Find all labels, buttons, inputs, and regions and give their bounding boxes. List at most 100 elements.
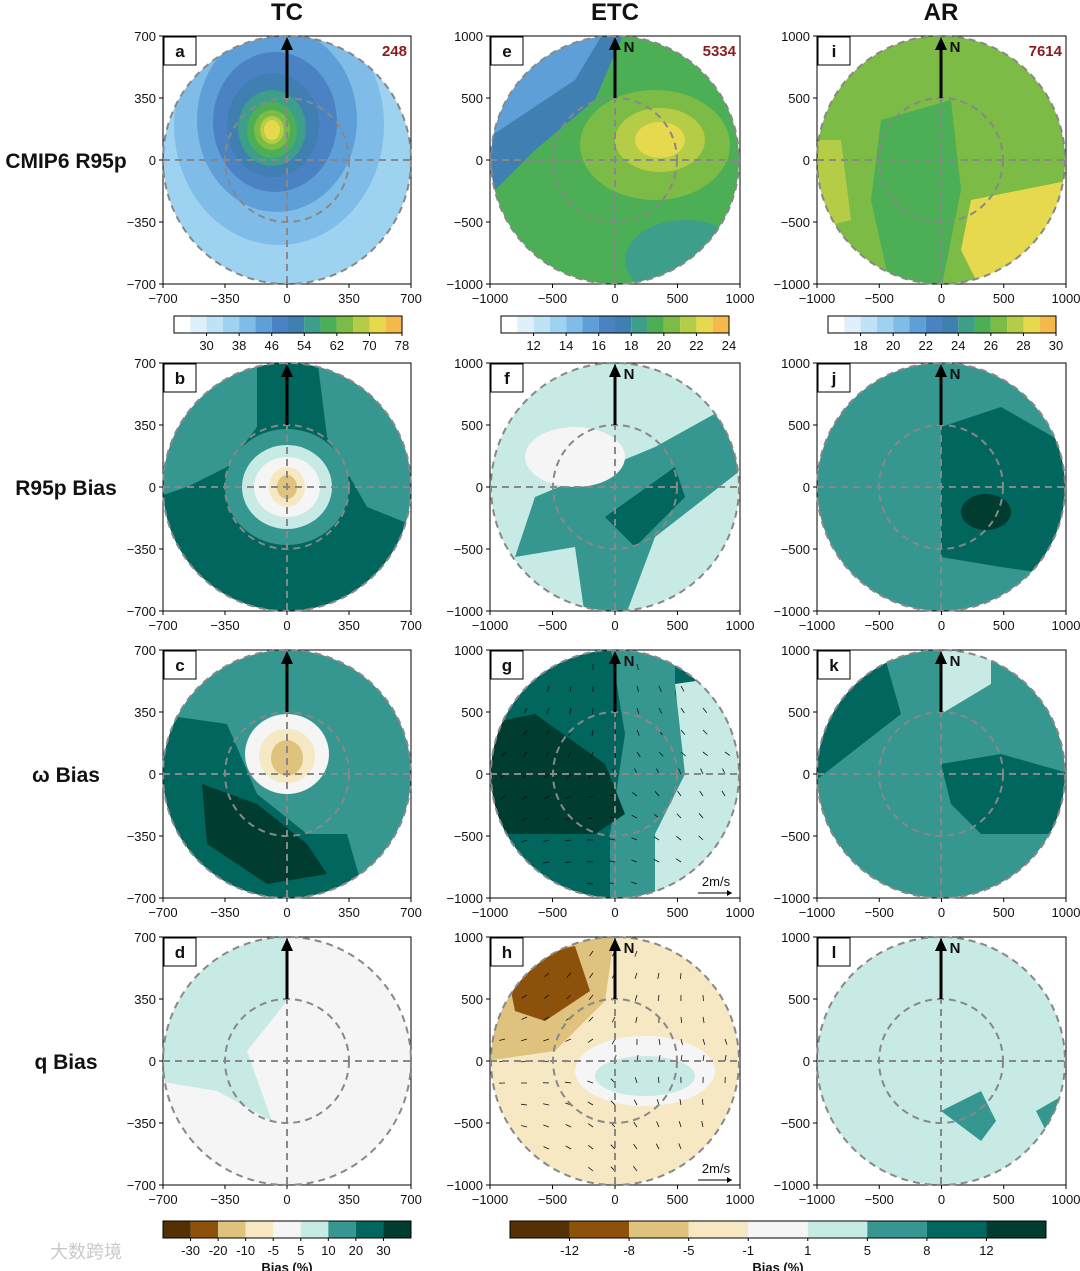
wind-vector — [609, 838, 616, 841]
wind-vector — [678, 768, 682, 775]
wind-vector — [699, 790, 704, 797]
panel-label-box — [490, 363, 524, 393]
north-label: N — [624, 653, 635, 670]
wind-vector — [678, 1143, 682, 1150]
colorbar-tick-label: 30 — [199, 338, 213, 353]
colorbar-tick-label: 10 — [321, 1243, 335, 1258]
x-tick-label: 0 — [938, 1192, 945, 1207]
wind-vector — [543, 1038, 550, 1042]
wind-vector — [680, 729, 686, 735]
wind-vector — [634, 972, 638, 979]
colorbar-tick-label: 28 — [1016, 338, 1030, 353]
y-tick-label: −500 — [454, 829, 483, 844]
wind-vector — [636, 729, 640, 736]
y-tick-label: 1000 — [454, 930, 483, 945]
colorbar-tick-label: 46 — [264, 338, 278, 353]
panel-a: a 248 −700 −350 0 350 700 700 350 0 −350 −700 — [127, 29, 422, 306]
wind-vector — [702, 1055, 705, 1062]
y-tick-label: 500 — [461, 418, 483, 433]
wind-vector — [544, 773, 550, 779]
x-tick-label: 0 — [611, 905, 618, 920]
y-tick-label: 0 — [803, 153, 810, 168]
colorbar-tick-label: 62 — [330, 338, 344, 353]
colorbar-swatch — [909, 316, 926, 333]
y-tick-label: 350 — [134, 418, 156, 433]
north-arrow-head — [281, 938, 293, 951]
colorbar-swatch — [320, 316, 337, 333]
y-tick-label: 350 — [134, 705, 156, 720]
colorbar-swatch — [206, 316, 223, 333]
wind-vector — [611, 1016, 616, 1023]
colorbar-swatch — [1039, 316, 1056, 333]
column-title-etc: ETC — [591, 0, 639, 26]
colorbar-frame — [509, 1220, 1047, 1239]
colorbar-swatch — [942, 316, 959, 333]
colorbar-tick-label: 8 — [923, 1243, 930, 1258]
y-tick-label: −500 — [454, 1116, 483, 1131]
north-arrow-head — [935, 37, 947, 50]
north-label: N — [624, 366, 635, 383]
x-tick-label: 700 — [400, 291, 422, 306]
colorbar-tick-label: 22 — [689, 338, 703, 353]
wind-vector — [677, 790, 682, 797]
colorbar-tick-label: 26 — [984, 338, 998, 353]
y-tick-label: −350 — [127, 215, 156, 230]
x-tick-label: −1000 — [799, 291, 836, 306]
colorbar-tick-label: 12 — [526, 338, 540, 353]
y-tick-label: −500 — [781, 542, 810, 557]
north-arrow-head — [609, 364, 621, 377]
wind-vector — [635, 1016, 638, 1023]
colorbar-swatch — [174, 316, 191, 333]
wind-vector — [653, 858, 660, 863]
wind-vector — [565, 839, 572, 842]
colorbar-swatch — [255, 316, 272, 333]
wind-vector — [636, 707, 640, 714]
wind-vector — [543, 1103, 550, 1106]
x-tick-label: 500 — [667, 1192, 689, 1207]
y-tick-label: 0 — [149, 153, 156, 168]
contour-region — [595, 1056, 695, 1096]
y-tick-label: −350 — [127, 542, 156, 557]
x-tick-label: 0 — [283, 618, 290, 633]
column-title-ar: AR — [924, 0, 959, 26]
colorbar-swatch — [598, 316, 615, 333]
wind-vector — [698, 835, 704, 841]
north-label: N — [624, 940, 635, 957]
wind-vector — [610, 1144, 616, 1150]
wind-vector — [632, 791, 638, 797]
wind-vector — [500, 751, 506, 757]
x-tick-label: −350 — [210, 1192, 239, 1207]
y-tick-label: −500 — [454, 215, 483, 230]
colorbar-swatch — [304, 316, 321, 333]
colorbar-tick-label: 16 — [591, 338, 605, 353]
panel-label-box — [490, 650, 524, 680]
colorbar-swatch — [615, 316, 632, 333]
colorbar-swatch — [355, 1221, 384, 1238]
vector-key-label: 2m/s — [702, 874, 731, 889]
colorbar-tick-label: 22 — [918, 338, 932, 353]
y-tick-label: −500 — [781, 829, 810, 844]
y-tick-label: −700 — [127, 891, 156, 906]
y-tick-label: 500 — [461, 91, 483, 106]
y-tick-label: 0 — [149, 1054, 156, 1069]
x-tick-label: 500 — [993, 905, 1015, 920]
colorbar-frame — [162, 1220, 412, 1239]
colorbar-swatch — [867, 1221, 927, 1238]
wind-vector — [701, 1121, 704, 1128]
y-tick-label: 500 — [788, 705, 810, 720]
wind-vector — [702, 729, 708, 735]
wind-vector — [658, 707, 663, 714]
north-arrow-head — [935, 651, 947, 664]
colorbar-frame — [173, 315, 403, 334]
panel-label: k — [829, 656, 839, 675]
x-tick-label: −1000 — [472, 1192, 509, 1207]
panel-label-box — [817, 937, 851, 967]
sample-count: 5334 — [703, 43, 737, 60]
panel-label-box — [490, 36, 524, 66]
y-tick-label: 350 — [134, 91, 156, 106]
colorbar-tc-mean: 30 38 46 54 62 70 78 — [173, 315, 409, 353]
north-arrow-head — [281, 651, 293, 664]
y-tick-label: −500 — [781, 1116, 810, 1131]
colorbar-tick-label: 20 — [349, 1243, 363, 1258]
wind-vector — [589, 972, 594, 979]
